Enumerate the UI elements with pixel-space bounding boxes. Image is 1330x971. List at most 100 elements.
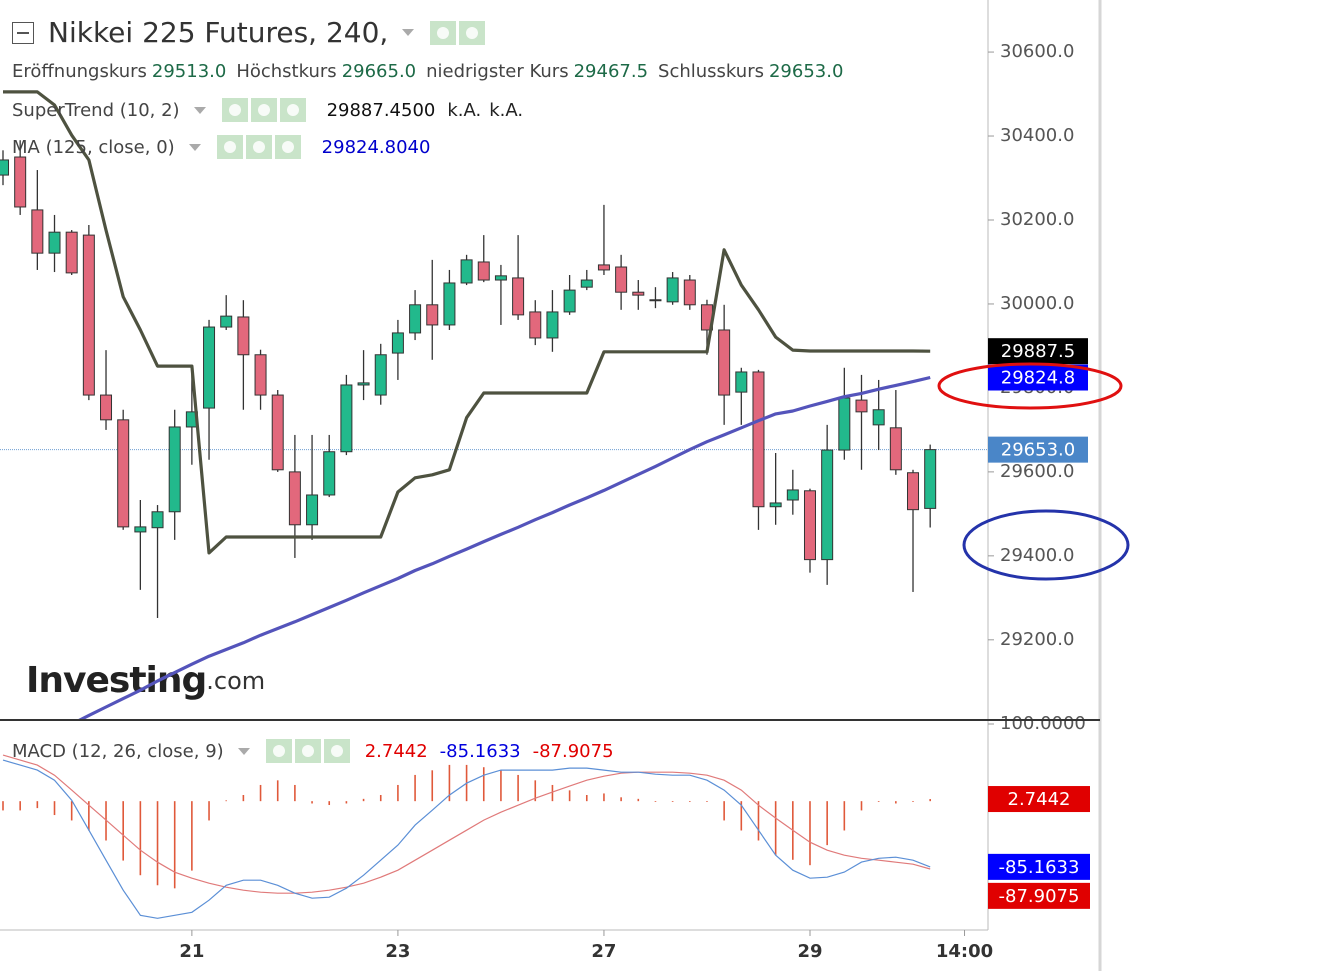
ohlc-value: 29665.0: [341, 61, 417, 82]
price-tag-label: 29887.5: [1001, 341, 1075, 362]
candle-body: [426, 304, 439, 326]
settings-icon[interactable]: [250, 98, 277, 122]
candle-body: [615, 266, 628, 293]
macd-row: MACD (12, 26, close, 9) 2.7442 -85.1633 -87…: [12, 739, 622, 763]
blue-highlight: [962, 509, 1130, 581]
candle-body: [872, 409, 885, 426]
price-tag: [988, 882, 1090, 909]
x-tick-label: 14:00: [936, 941, 993, 962]
logo-suffix: .com: [206, 667, 265, 695]
candle-body: [271, 394, 284, 471]
remove-icon[interactable]: [279, 98, 306, 122]
price-tag-label: 2.7442: [1008, 789, 1071, 810]
logo: Investing.com: [26, 660, 265, 701]
indicator-value: 29824.8040: [321, 136, 431, 158]
candle-body: [855, 399, 868, 413]
eye-icon[interactable]: [265, 739, 292, 763]
logo-brand: Investing: [26, 660, 206, 701]
candle-body: [494, 275, 507, 281]
indicator-value: 29887.4500: [326, 99, 436, 121]
macd-signal-line: [2, 754, 931, 894]
remove-icon[interactable]: [323, 739, 350, 763]
candle-body: [735, 371, 748, 393]
ohlc-name: Schlusskurs: [658, 61, 764, 82]
candle-body: [769, 502, 782, 508]
candle-body: [889, 427, 902, 471]
indicator-line: [76, 375, 931, 720]
ohlc-row: Eröffnungskurs 29513.0 Höchstkurs 29665.0 ni…: [12, 61, 853, 82]
indicator-row: MA (125, close, 0) 29824.8040: [12, 135, 442, 159]
eye-icon[interactable]: [216, 135, 243, 159]
macd-value: -85.1633: [439, 740, 521, 762]
settings-icon[interactable]: [294, 739, 321, 763]
macd-value: -87.9075: [532, 740, 614, 762]
price-tag: [988, 364, 1088, 391]
candle-body: [546, 311, 559, 339]
candle-body: [100, 394, 113, 421]
settings-icon[interactable]: [459, 20, 486, 45]
candle-body: [237, 316, 250, 356]
candle-body: [48, 231, 61, 254]
candle-body: [632, 291, 645, 296]
x-tick-label: 27: [591, 941, 616, 962]
candle-body: [666, 277, 679, 303]
y-tick-label: 30000.0: [1000, 293, 1074, 314]
eye-icon[interactable]: [430, 20, 457, 45]
y-tick-label: 29200.0: [1000, 629, 1074, 650]
chart-title: Nikkei 225 Futures, 240,: [48, 16, 389, 49]
settings-icon[interactable]: [245, 135, 272, 159]
price-pane: [0, 90, 988, 720]
indicator-line: [3, 90, 931, 555]
candle-body: [151, 511, 164, 529]
candle-body: [357, 382, 370, 386]
candle-body: [65, 231, 78, 274]
dropdown[interactable]: [402, 29, 415, 36]
candle-body: [323, 451, 336, 496]
indicator-row: SuperTrend (10, 2) 29887.4500 k.A. k.A.: [12, 98, 531, 122]
macd-pane: [2, 754, 931, 919]
y-tick-label: 30400.0: [1000, 125, 1074, 146]
candle-body: [512, 277, 525, 316]
candle-body: [220, 315, 233, 328]
y-tick-label: 30600.0: [1000, 41, 1074, 62]
indicator-extra: k.A.: [489, 99, 524, 121]
candle-body: [649, 299, 662, 302]
candle-body: [340, 384, 353, 453]
candle-body: [821, 449, 834, 561]
collapse-icon[interactable]: [12, 21, 34, 44]
candle-body: [786, 489, 799, 501]
macd-name: MACD (12, 26, close, 9): [12, 740, 224, 762]
remove-icon[interactable]: [274, 135, 301, 159]
candle-body: [306, 494, 319, 526]
candle-body: [924, 449, 937, 509]
price-tags: 29887.5 29824.8 29653.0 2.7442 -85.1633 -87.9…: [988, 338, 1090, 909]
ohlc-value: 29653.0: [768, 61, 844, 82]
candle-body: [477, 261, 490, 281]
indicator-extra: k.A.: [447, 99, 482, 121]
candle-body: [134, 526, 147, 533]
candle-body: [580, 279, 593, 288]
price-tag: [988, 338, 1088, 365]
candle-body: [254, 354, 267, 396]
candle-body: [529, 311, 542, 339]
eye-icon[interactable]: [221, 98, 248, 122]
price-tag-label: -85.1633: [999, 857, 1080, 878]
y-tick-label: 29400.0: [1000, 545, 1074, 566]
price-tag: [988, 786, 1090, 813]
x-tick-label: 29: [797, 941, 822, 962]
ohlc-name: Höchstkurs: [236, 61, 337, 82]
candle-body: [597, 264, 610, 271]
indicator-name: SuperTrend (10, 2): [12, 99, 180, 121]
candle-body: [391, 332, 404, 354]
ohlc-name: Eröffnungskurs: [12, 61, 147, 82]
price-tag-label: 29653.0: [1001, 440, 1075, 461]
candle-body: [838, 397, 851, 451]
dropdown[interactable]: [188, 143, 201, 151]
price-tag: [988, 853, 1090, 880]
candle-body: [203, 326, 216, 409]
indicator-name: MA (125, close, 0): [12, 136, 175, 158]
dropdown[interactable]: [237, 747, 250, 755]
candle-body: [0, 159, 9, 176]
dropdown[interactable]: [193, 106, 206, 114]
